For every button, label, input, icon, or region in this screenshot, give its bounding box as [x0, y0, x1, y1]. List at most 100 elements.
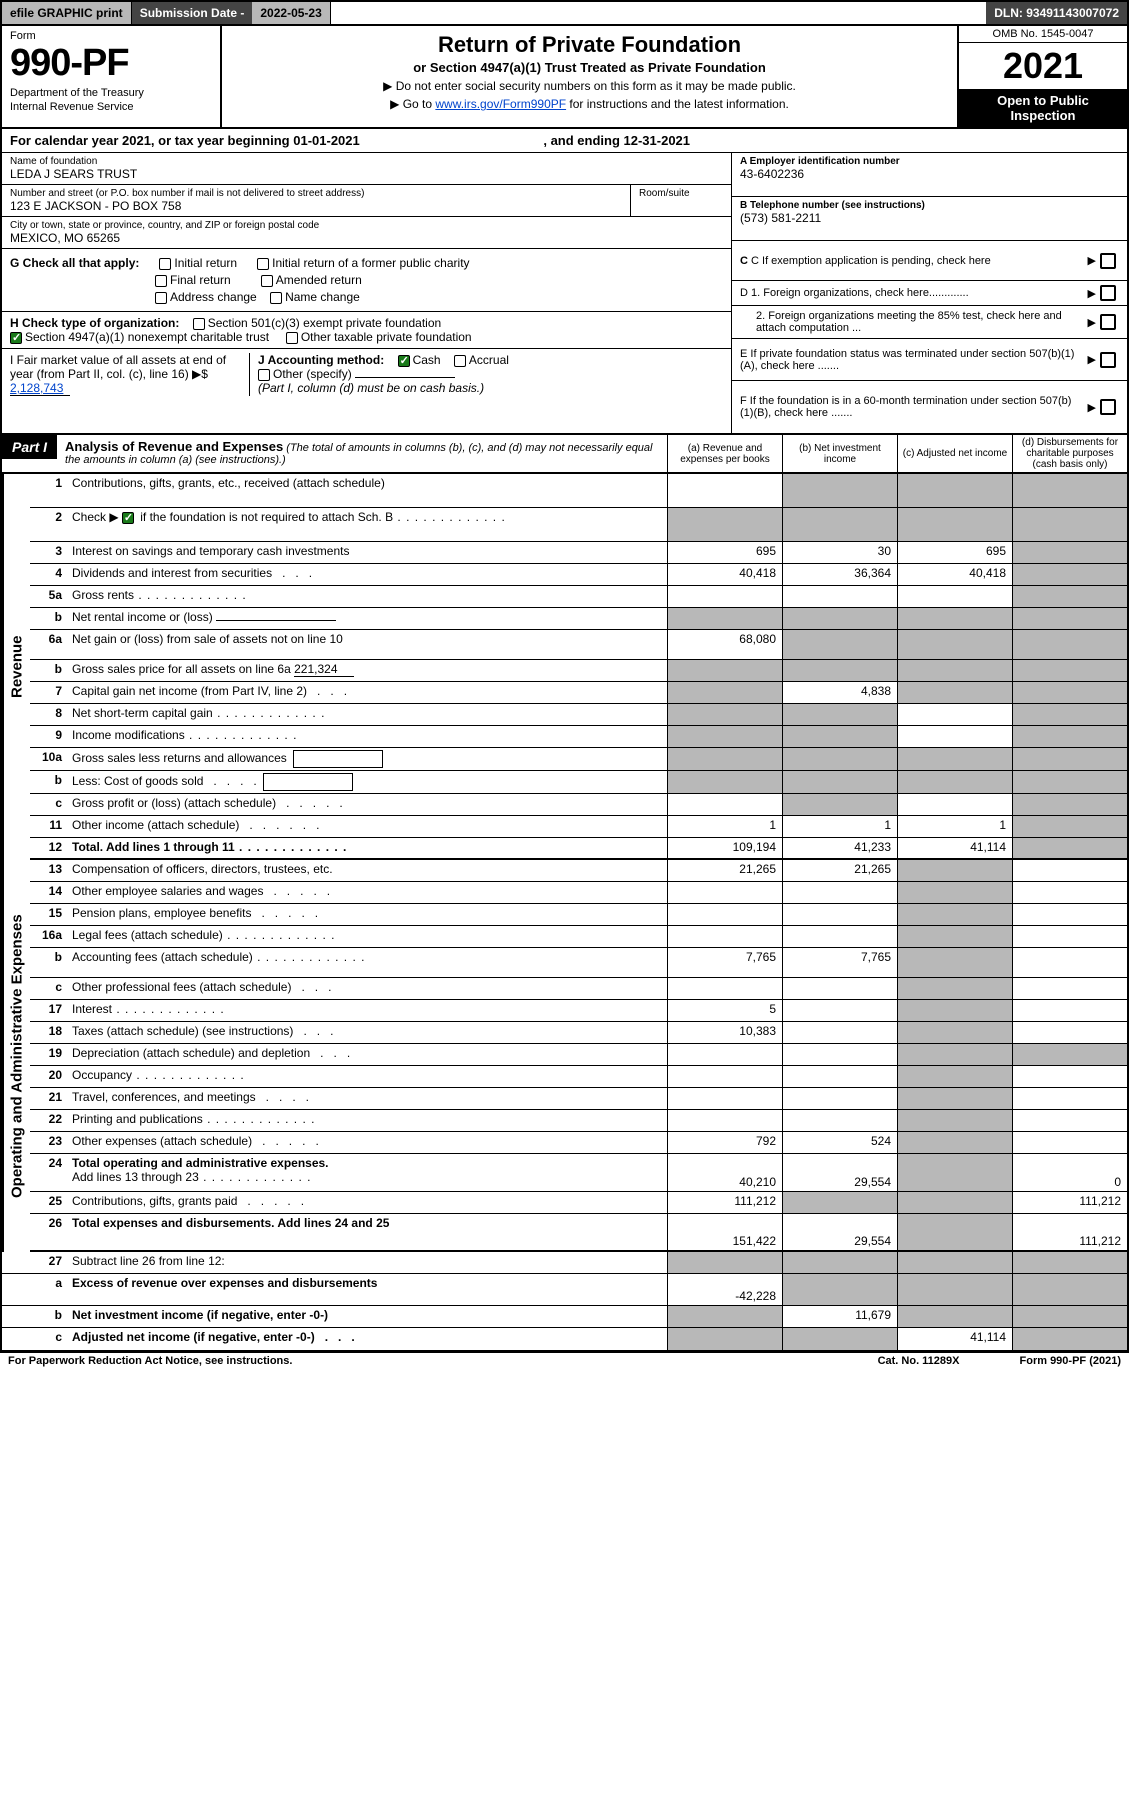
open-to-public: Open to Public Inspection	[959, 89, 1127, 127]
line-desc: Check ▶ if the foundation is not require…	[68, 508, 667, 541]
col-d	[1012, 1044, 1127, 1065]
line-14: 14 Other employee salaries and wages . .…	[30, 882, 1127, 904]
line-16c: c Other professional fees (attach schedu…	[30, 978, 1127, 1000]
top-bar: efile GRAPHIC print Submission Date - 20…	[2, 2, 1127, 26]
line-no: 15	[30, 904, 68, 925]
col-d	[1012, 586, 1127, 607]
col-c	[897, 1306, 1012, 1327]
col-d	[1012, 748, 1127, 770]
line-16b: b Accounting fees (attach schedule) 7,76…	[30, 948, 1127, 978]
g-row2: Final return Amended return	[10, 273, 723, 287]
col-b: 4,838	[782, 682, 897, 703]
arrow-icon: ▶	[1088, 316, 1096, 329]
line-no: 9	[30, 726, 68, 747]
checkbox-schb[interactable]	[122, 512, 134, 524]
col-a	[667, 1328, 782, 1350]
checkbox-final-return[interactable]	[155, 275, 167, 287]
city-cell: City or town, state or province, country…	[2, 217, 731, 248]
submission-date-value: 2022-05-23	[252, 2, 330, 24]
checkbox-d2[interactable]	[1100, 314, 1116, 330]
col-d	[1012, 978, 1127, 999]
col-c	[897, 1022, 1012, 1043]
col-d	[1012, 1088, 1127, 1109]
col-b	[782, 474, 897, 507]
col-d	[1012, 542, 1127, 563]
h-checks: H Check type of organization: Section 50…	[2, 312, 731, 349]
ein-label: A Employer identification number	[740, 156, 1119, 167]
dln-field: DLN: 93491143007072	[986, 2, 1127, 24]
line-no: 4	[30, 564, 68, 585]
e-label: E If private foundation status was termi…	[740, 348, 1084, 372]
col-b	[782, 630, 897, 659]
checkbox-d1[interactable]	[1100, 285, 1116, 301]
col-d	[1012, 794, 1127, 815]
col-b: 1	[782, 816, 897, 837]
checkbox-e[interactable]	[1100, 352, 1116, 368]
col-b	[782, 586, 897, 607]
line-desc: Gross sales less returns and allowances	[68, 748, 667, 770]
footer-left: For Paperwork Reduction Act Notice, see …	[8, 1355, 878, 1367]
col-b: 11,679	[782, 1306, 897, 1327]
col-b	[782, 1110, 897, 1131]
col-c	[897, 1110, 1012, 1131]
line-desc: Depreciation (attach schedule) and deple…	[68, 1044, 667, 1065]
line-no: b	[30, 608, 68, 629]
irs-link[interactable]: www.irs.gov/Form990PF	[435, 97, 566, 111]
calyear-begin: 01-01-2021	[293, 133, 360, 148]
form-header: Form 990-PF Department of the Treasury I…	[2, 26, 1127, 129]
checkbox-cash[interactable]	[398, 355, 410, 367]
col-a: 792	[667, 1132, 782, 1153]
checkbox-name-change[interactable]	[270, 292, 282, 304]
line-no: 21	[30, 1088, 68, 1109]
e-cell: E If private foundation status was termi…	[732, 339, 1127, 381]
col-a	[667, 508, 782, 541]
col-c	[897, 1214, 1012, 1250]
col-d	[1012, 564, 1127, 585]
col-d	[1012, 474, 1127, 507]
line-desc: Net investment income (if negative, ente…	[68, 1306, 667, 1327]
part1-label: Part I	[2, 435, 57, 459]
col-c: 1	[897, 816, 1012, 837]
col-d	[1012, 882, 1127, 903]
line-19: 19 Depreciation (attach schedule) and de…	[30, 1044, 1127, 1066]
col-b: 29,554	[782, 1214, 897, 1250]
col-a	[667, 726, 782, 747]
line-11: 11 Other income (attach schedule) . . . …	[30, 816, 1127, 838]
expenses-rows: 13 Compensation of officers, directors, …	[30, 860, 1127, 1252]
col-b	[782, 748, 897, 770]
line-desc: Gross sales price for all assets on line…	[68, 660, 667, 681]
col-d	[1012, 1066, 1127, 1087]
footer-mid: Cat. No. 11289X	[878, 1355, 960, 1367]
checkbox-c[interactable]	[1100, 253, 1116, 269]
expenses-side-label: Operating and Administrative Expenses	[2, 860, 30, 1252]
omb-number: OMB No. 1545-0047	[959, 26, 1127, 43]
line-3: 3 Interest on savings and temporary cash…	[30, 542, 1127, 564]
checkbox-address-change[interactable]	[155, 292, 167, 304]
col-c: 40,418	[897, 564, 1012, 585]
checkbox-accrual[interactable]	[454, 355, 466, 367]
line-23: 23 Other expenses (attach schedule) . . …	[30, 1132, 1127, 1154]
col-d	[1012, 838, 1127, 858]
g-final: Final return	[170, 273, 231, 287]
foundation-name-cell: Name of foundation LEDA J SEARS TRUST	[2, 153, 731, 185]
tax-year: 2021	[959, 43, 1127, 89]
col-d: 111,212	[1012, 1192, 1127, 1213]
checkbox-amended[interactable]	[261, 275, 273, 287]
street-cell: Number and street (or P.O. box number if…	[2, 185, 631, 217]
checkbox-4947a1[interactable]	[10, 332, 22, 344]
checkbox-other-method[interactable]	[258, 369, 270, 381]
col-d-header: (d) Disbursements for charitable purpose…	[1012, 435, 1127, 472]
checkbox-501c3[interactable]	[193, 318, 205, 330]
col-d	[1012, 726, 1127, 747]
i-value[interactable]: 2,128,743	[10, 381, 70, 396]
checkbox-other-taxable[interactable]	[286, 332, 298, 344]
g-initial: Initial return	[174, 256, 237, 270]
checkbox-f[interactable]	[1100, 399, 1116, 415]
efile-print-label[interactable]: efile GRAPHIC print	[2, 2, 132, 24]
arrow-icon: ▶	[1088, 287, 1096, 300]
line-no: b	[30, 948, 68, 977]
checkbox-initial-former[interactable]	[257, 258, 269, 270]
col-b: 7,765	[782, 948, 897, 977]
checkbox-initial-return[interactable]	[159, 258, 171, 270]
col-a	[667, 1306, 782, 1327]
